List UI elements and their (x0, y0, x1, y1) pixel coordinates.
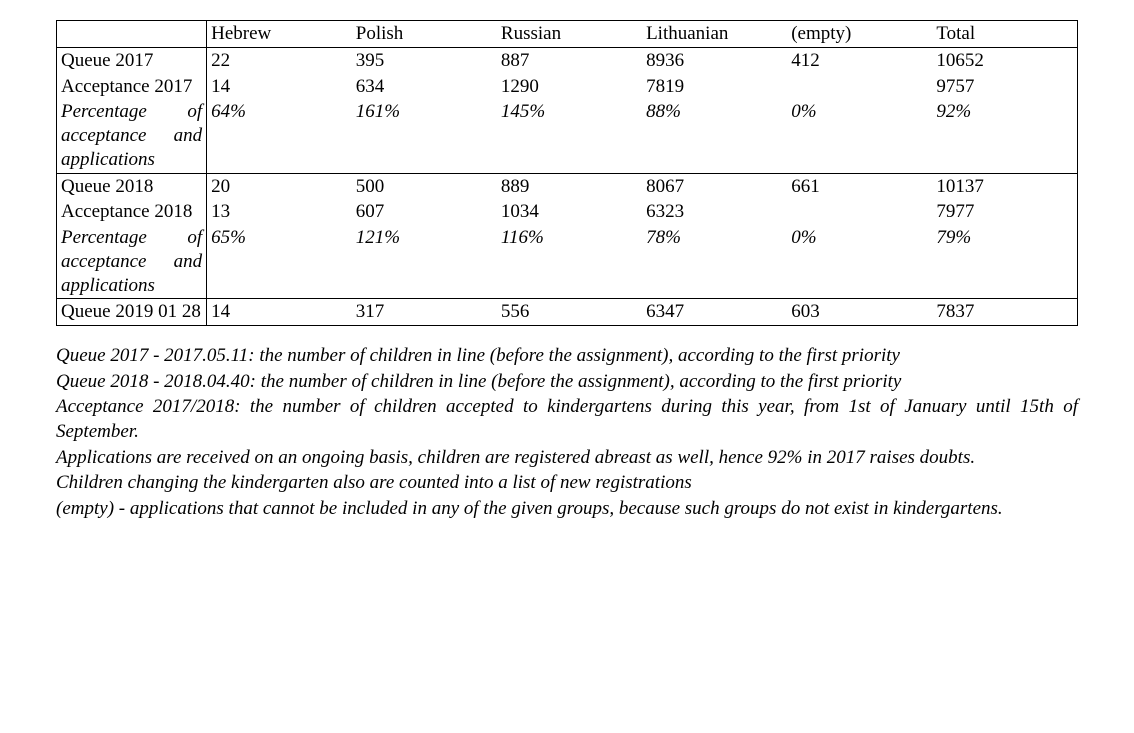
cell: 6323 (642, 199, 787, 225)
cell: 20 (207, 173, 352, 199)
cell: 88% (642, 99, 787, 173)
cell: 14 (207, 299, 352, 326)
cell: 634 (352, 74, 497, 100)
cell: 13 (207, 199, 352, 225)
header-col: Hebrew (207, 21, 352, 48)
table-row: Percentage of acceptance and application… (57, 99, 1078, 173)
cell: 1290 (497, 74, 642, 100)
document-page: Hebrew Polish Russian Lithuanian (empty)… (0, 0, 1134, 543)
header-blank (57, 21, 207, 48)
cell: 8936 (642, 47, 787, 73)
cell: 10652 (932, 47, 1077, 73)
footnote-line: (empty) - applications that cannot be in… (56, 497, 1078, 522)
table-header-row: Hebrew Polish Russian Lithuanian (empty)… (57, 21, 1078, 48)
table-row: Queue 2018 20 500 889 8067 661 10137 (57, 173, 1078, 199)
cell: 14 (207, 74, 352, 100)
table-row: Queue 2019 01 28 14 317 556 6347 603 783… (57, 299, 1078, 326)
row-label: Acceptance 2018 (57, 199, 207, 225)
footnote-line: Children changing the kindergarten also … (56, 471, 1078, 496)
cell: 6347 (642, 299, 787, 326)
header-col: Polish (352, 21, 497, 48)
header-col: Lithuanian (642, 21, 787, 48)
row-label: Acceptance 2017 (57, 74, 207, 100)
cell: 412 (787, 47, 932, 73)
cell: 10137 (932, 173, 1077, 199)
row-label: Queue 2019 01 28 (57, 299, 207, 326)
cell (787, 74, 932, 100)
cell: 317 (352, 299, 497, 326)
cell: 64% (207, 99, 352, 173)
cell: 1034 (497, 199, 642, 225)
cell: 161% (352, 99, 497, 173)
header-col: Russian (497, 21, 642, 48)
cell: 79% (932, 225, 1077, 299)
row-label: Queue 2018 (57, 173, 207, 199)
table-row: Acceptance 2018 13 607 1034 6323 7977 (57, 199, 1078, 225)
cell: 889 (497, 173, 642, 199)
table-row: Queue 2017 22 395 887 8936 412 10652 (57, 47, 1078, 73)
footnotes: Queue 2017 - 2017.05.11: the number of c… (56, 344, 1078, 522)
table-row: Acceptance 2017 14 634 1290 7819 9757 (57, 74, 1078, 100)
header-col: (empty) (787, 21, 932, 48)
cell: 65% (207, 225, 352, 299)
cell: 121% (352, 225, 497, 299)
footnote-line: Queue 2018 - 2018.04.40: the number of c… (56, 370, 1078, 395)
cell: 8067 (642, 173, 787, 199)
cell: 0% (787, 99, 932, 173)
cell: 7837 (932, 299, 1077, 326)
cell: 500 (352, 173, 497, 199)
row-label: Percentage of acceptance and application… (57, 99, 207, 173)
cell: 0% (787, 225, 932, 299)
cell: 92% (932, 99, 1077, 173)
cell: 887 (497, 47, 642, 73)
cell: 661 (787, 173, 932, 199)
table-row: Percentage of acceptance and application… (57, 225, 1078, 299)
cell: 607 (352, 199, 497, 225)
cell: 556 (497, 299, 642, 326)
cell: 22 (207, 47, 352, 73)
footnote-line: Acceptance 2017/2018: the number of chil… (56, 395, 1078, 444)
cell: 78% (642, 225, 787, 299)
footnote-line: Queue 2017 - 2017.05.11: the number of c… (56, 344, 1078, 369)
data-table: Hebrew Polish Russian Lithuanian (empty)… (56, 20, 1078, 326)
cell: 116% (497, 225, 642, 299)
header-col: Total (932, 21, 1077, 48)
cell: 395 (352, 47, 497, 73)
cell: 7977 (932, 199, 1077, 225)
cell: 603 (787, 299, 932, 326)
cell: 9757 (932, 74, 1077, 100)
cell (787, 199, 932, 225)
cell: 7819 (642, 74, 787, 100)
row-label: Queue 2017 (57, 47, 207, 73)
row-label: Percentage of acceptance and application… (57, 225, 207, 299)
footnote-line: Applications are received on an ongoing … (56, 446, 1078, 471)
cell: 145% (497, 99, 642, 173)
